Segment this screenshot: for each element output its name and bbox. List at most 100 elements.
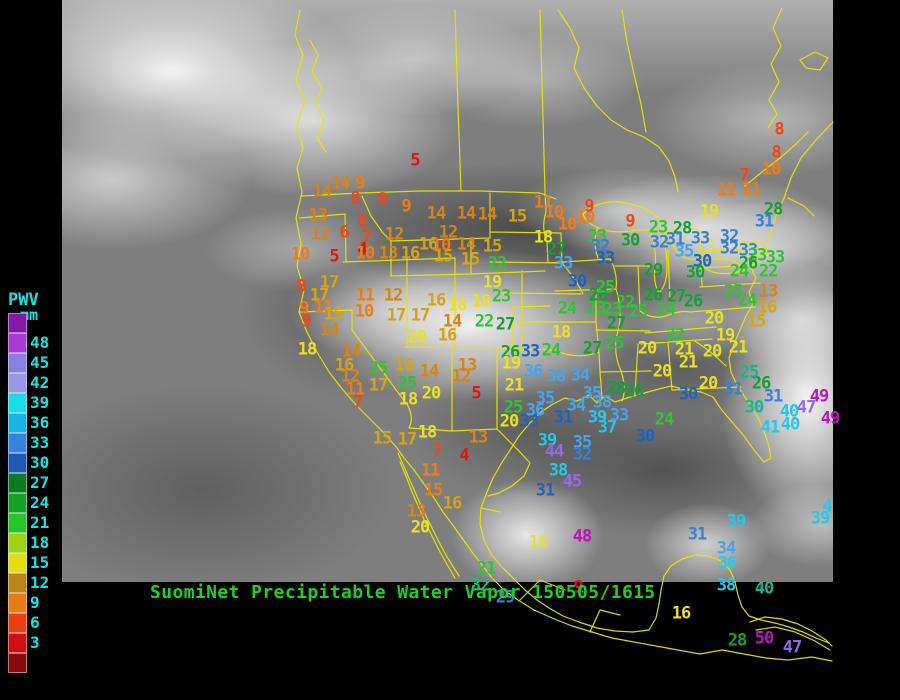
- pwv-station-reading: 25: [368, 358, 389, 379]
- pwv-station-reading: 20: [702, 341, 723, 362]
- legend-value-label: 42: [30, 373, 50, 392]
- pwv-station-reading: 16: [671, 603, 692, 624]
- pwv-station-reading: 9: [301, 311, 311, 332]
- pwv-station-reading: 49: [809, 386, 830, 407]
- pwv-station-reading: 30: [692, 251, 713, 272]
- pwv-station-reading: 32: [649, 232, 670, 253]
- pwv-station-reading: 22: [758, 261, 779, 282]
- pwv-station-reading: 12: [384, 224, 405, 245]
- pwv-station-reading: 18: [398, 389, 419, 410]
- pwv-station-reading: 13: [468, 427, 489, 448]
- legend-value-label: 21: [30, 513, 50, 532]
- pwv-station-reading: 29: [643, 260, 664, 281]
- pwv-station-reading: 4: [357, 239, 367, 260]
- pwv-station-reading: 16: [426, 290, 447, 311]
- pwv-station-reading: 40: [779, 401, 800, 422]
- pwv-station-reading: 11: [741, 179, 762, 200]
- legend-value-label: 27: [30, 473, 50, 492]
- pwv-station-reading: 9: [584, 196, 594, 217]
- pwv-station-reading: 8: [350, 188, 360, 209]
- pwv-station-reading: 26: [751, 373, 772, 394]
- pwv-station-reading: 10: [761, 159, 782, 180]
- pwv-station-reading: 35: [674, 241, 695, 262]
- pwv-station-reading: 33: [765, 247, 786, 268]
- legend-swatch: [8, 373, 27, 393]
- pwv-station-reading: 18: [471, 291, 492, 312]
- pwv-station-reading: 20: [421, 383, 442, 404]
- pwv-station-reading: 11: [355, 285, 376, 306]
- pwv-station-reading: 31: [754, 211, 775, 232]
- pwv-station-reading: 15: [323, 304, 344, 325]
- pwv-station-reading: 19: [715, 325, 736, 346]
- pwv-station-reading: 31: [687, 524, 708, 545]
- pwv-station-reading: 45: [562, 471, 583, 492]
- pwv-station-reading: 23: [587, 226, 608, 247]
- pwv-station-reading: 17: [410, 305, 431, 326]
- pwv-station-reading: 12: [438, 222, 459, 243]
- pwv-station-reading: 35: [572, 432, 593, 453]
- pwv-station-reading: 16: [418, 234, 439, 255]
- pwv-station-reading: 25: [503, 397, 524, 418]
- pwv-station-reading: 33: [519, 411, 540, 432]
- legend-swatch: [8, 613, 27, 633]
- pwv-station-reading: 41: [760, 417, 781, 438]
- pwv-station-reading: 4: [459, 445, 469, 466]
- pwv-station-reading: 47: [796, 397, 817, 418]
- pwv-station-reading: 24: [541, 340, 562, 361]
- pwv-station-reading: 28: [727, 630, 748, 651]
- pwv-station-reading: 10: [544, 202, 565, 223]
- pwv-station-reading: 23: [491, 286, 512, 307]
- great-lakes: [582, 201, 770, 294]
- legend-value-label: 18: [30, 533, 50, 552]
- pwv-station-reading: 33: [553, 253, 574, 274]
- pwv-station-reading: 32: [590, 236, 611, 257]
- pwv-station-reading: 18: [551, 322, 572, 343]
- pwv-station-reading: 14: [456, 203, 477, 224]
- pwv-station-reading: 33: [609, 405, 630, 426]
- pwv-station-reading: 26: [738, 253, 759, 274]
- pwv-station-reading: 34: [570, 365, 591, 386]
- pwv-station-reading: 11: [533, 192, 554, 213]
- pwv-station-reading: 21: [504, 375, 525, 396]
- pwv-station-reading: 28: [606, 378, 627, 399]
- pwv-station-reading: 36: [525, 400, 546, 421]
- pwv-station-reading: 14: [419, 361, 440, 382]
- pwv-station-reading: 27: [606, 313, 627, 334]
- pwv-station-reading: 26: [683, 291, 704, 312]
- pwv-station-reading: 20: [652, 361, 673, 382]
- legend-value-label: 24: [30, 493, 50, 512]
- pwv-station-reading: 14: [442, 311, 463, 332]
- pwv-station-reading: 49: [820, 408, 841, 429]
- pwv-station-reading: 20: [407, 327, 428, 348]
- pwv-station-reading: 5: [329, 246, 339, 267]
- legend-value-label: 6: [30, 613, 40, 632]
- legend-swatch: [8, 513, 27, 533]
- pwv-station-reading: 11: [420, 460, 441, 481]
- pwv-station-reading: 16: [528, 532, 549, 553]
- pwv-station-reading: 8: [771, 142, 781, 163]
- pwv-station-reading: 10: [354, 301, 375, 322]
- pwv-station-reading: 21: [674, 339, 695, 360]
- pwv-station-reading: 26: [643, 285, 664, 306]
- pwv-station-reading: 37: [597, 417, 618, 438]
- pwv-station-reading: 32: [719, 226, 740, 247]
- legend-swatch: [8, 653, 27, 673]
- legend-value-label: 48: [30, 333, 50, 352]
- pwv-station-reading: 8: [377, 189, 387, 210]
- legend-swatch: [8, 553, 27, 573]
- pwv-station-reading: 34: [566, 395, 587, 416]
- pwv-station-reading: 19: [699, 201, 720, 222]
- pwv-station-reading: 35: [582, 383, 603, 404]
- pwv-station-reading: 38: [548, 460, 569, 481]
- pwv-station-reading: 13: [406, 501, 427, 522]
- pwv-station-reading: 24: [729, 261, 750, 282]
- pwv-station-reading: 6: [339, 222, 349, 243]
- pwv-station-reading: 8: [774, 119, 784, 140]
- legend-value-label: 45: [30, 353, 50, 372]
- pwv-station-reading: 31: [665, 229, 686, 250]
- pwv-station-reading: 30: [620, 230, 641, 251]
- map-title: SuomiNet Precipitable Water Vapor 150505…: [150, 582, 656, 603]
- pwv-station-reading: 32: [470, 575, 491, 596]
- pwv-station-reading: 15: [423, 480, 444, 501]
